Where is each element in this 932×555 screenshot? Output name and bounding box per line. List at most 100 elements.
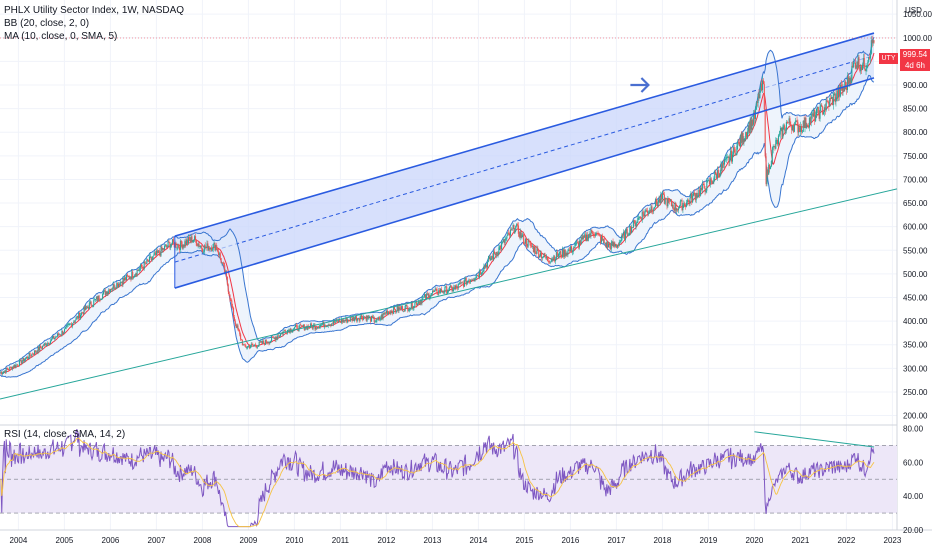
candle-body [284, 330, 286, 332]
candle-body [702, 184, 704, 185]
ma-indicator-label[interactable]: MA (10, close, 0, SMA, 5) [4, 31, 118, 42]
candle-body [244, 344, 246, 347]
candle-body [503, 239, 505, 244]
candle-body [279, 333, 281, 337]
candle-body [83, 306, 85, 315]
candle-body [633, 220, 635, 221]
candle-body [694, 194, 696, 201]
bb-lower-line [0, 74, 875, 378]
candle-body [90, 301, 92, 306]
candle-body [727, 156, 729, 158]
candle-body [695, 192, 697, 201]
candle-body [95, 296, 97, 300]
candle-body [838, 87, 840, 98]
time-tick-label: 2013 [424, 536, 442, 545]
candle-body [15, 364, 17, 368]
candle-body [324, 325, 327, 327]
candle-body [151, 258, 153, 260]
candle-body [318, 327, 320, 329]
candle-body [593, 233, 595, 235]
candle-body [531, 246, 533, 248]
candle-body [817, 106, 819, 114]
candle-body [516, 224, 518, 227]
price-tick-label: 250.00 [903, 388, 928, 397]
candle-body [212, 243, 214, 250]
candle-body [572, 247, 574, 252]
candle-body [524, 238, 527, 244]
candle-body [733, 147, 735, 150]
candle-body [74, 320, 76, 323]
candle-body [220, 258, 222, 264]
candle-body [428, 293, 430, 299]
channel-lower-line [174, 77, 875, 289]
candle-body [454, 286, 456, 288]
candle-body [249, 346, 251, 349]
candle-body [16, 364, 18, 366]
candle-body [20, 359, 22, 364]
candle-body [653, 208, 655, 212]
candle-body [179, 240, 182, 250]
candle-body [559, 251, 561, 254]
candle-body [73, 322, 75, 324]
candle-body [102, 291, 105, 295]
candle-body [325, 326, 327, 328]
candle-body [618, 242, 620, 247]
candle-body [771, 149, 773, 161]
bb-indicator-label[interactable]: BB (20, close, 2, 0) [4, 18, 90, 29]
candle-body [740, 135, 742, 143]
candle-body [357, 318, 359, 320]
candle-body [211, 249, 213, 251]
candle-body [388, 311, 390, 313]
candle-body [666, 198, 668, 207]
candle-body [317, 326, 319, 329]
candle-body [822, 106, 824, 115]
channel-fill [174, 33, 875, 289]
candle-body [681, 200, 683, 211]
candle-body [769, 164, 771, 169]
candle-body [792, 125, 794, 131]
candle-body [283, 330, 285, 332]
candle-body [859, 66, 861, 72]
candle-body [554, 258, 557, 262]
candle-body [188, 237, 190, 240]
candle-body [298, 325, 300, 331]
candle-body [92, 304, 94, 307]
candle-body [147, 259, 149, 261]
rsi-indicator-label[interactable]: RSI (14, close, SMA, 14, 2) [4, 429, 126, 440]
candle-body [334, 322, 336, 323]
candle-body [748, 125, 750, 133]
candle-body [485, 264, 487, 268]
candle-body [397, 306, 399, 312]
candle-body [790, 124, 792, 127]
candle-body [419, 300, 421, 304]
candle-body [756, 102, 758, 104]
candle-body [406, 305, 408, 307]
candle-body [392, 312, 394, 314]
candle-body [29, 353, 31, 356]
candle-body [534, 246, 536, 253]
candle-body [430, 295, 432, 298]
candle-body [544, 253, 546, 258]
candle-body [827, 101, 829, 103]
candle-body [731, 154, 734, 162]
candle-body [300, 324, 302, 326]
candle-body [216, 245, 218, 250]
chart-title[interactable]: PHLX Utility Sector Index, 1W, NASDAQ [4, 5, 185, 16]
candle-body [823, 107, 826, 113]
candle-body [437, 293, 439, 295]
candle-body [598, 233, 600, 235]
candle-body [404, 306, 406, 312]
candle-body [675, 202, 677, 211]
time-tick-label: 2014 [470, 536, 488, 545]
currency-label: USD [905, 6, 922, 15]
candle-body [65, 325, 67, 328]
candle-body [548, 261, 550, 263]
candle-body [501, 242, 503, 250]
candle-body [6, 368, 8, 369]
candle-body [172, 239, 174, 243]
candle-body [332, 320, 335, 324]
candle-body [489, 256, 491, 261]
candle-body [365, 316, 367, 321]
